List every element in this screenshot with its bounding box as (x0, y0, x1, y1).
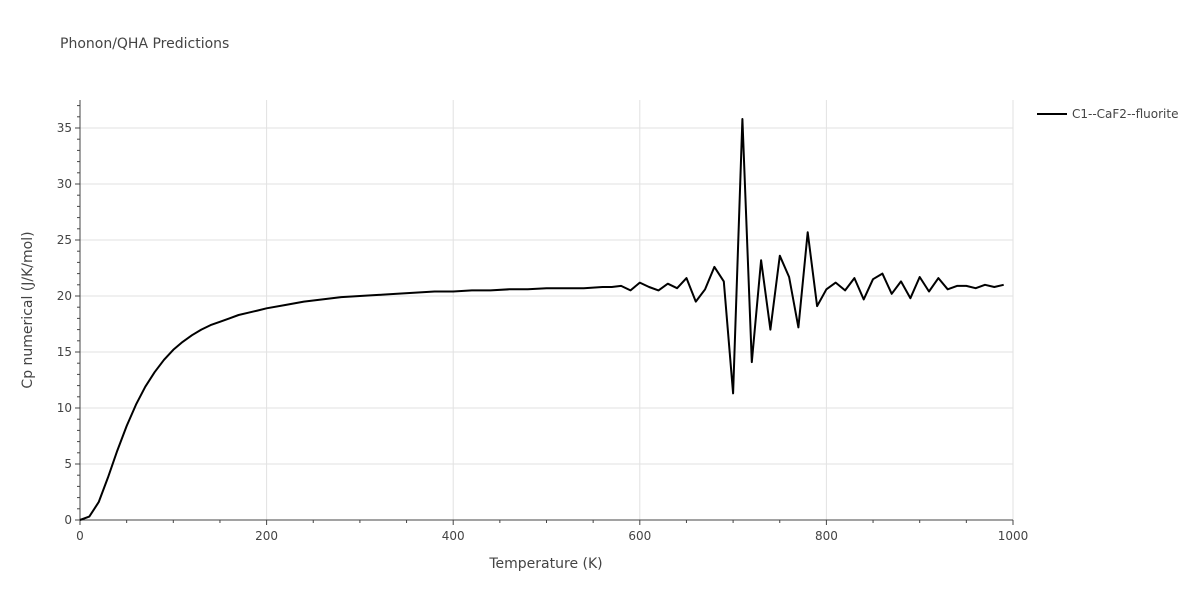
x-tick-label: 800 (815, 529, 838, 543)
y-tick-label: 30 (57, 177, 72, 191)
x-axis-label: Temperature (K) (488, 556, 602, 572)
y-tick-label: 35 (57, 121, 72, 135)
x-tick-label: 400 (442, 529, 465, 543)
series-line[interactable] (79, 118, 1004, 521)
chart-title: Phonon/QHA Predictions (60, 36, 230, 52)
x-tick-label: 200 (255, 529, 278, 543)
tick-labels: 0 200 400 600 800 1000 0 5 10 15 20 25 30 35 (57, 121, 1029, 543)
grid (80, 100, 1014, 520)
y-tick-label: 25 (57, 233, 72, 247)
y-tick-label: 15 (57, 345, 72, 359)
y-tick-label: 20 (57, 289, 72, 303)
x-tick-label: 600 (628, 529, 651, 543)
y-tick-label: 10 (57, 401, 72, 415)
axes (75, 100, 1014, 525)
series-lines (79, 118, 1004, 521)
x-tick-label: 1000 (998, 529, 1029, 543)
legend-label: C1--CaF2--fluorite (1072, 107, 1178, 121)
x-tick-label: 0 (76, 529, 84, 543)
y-tick-label: 0 (64, 513, 72, 527)
y-tick-label: 5 (64, 457, 72, 471)
y-axis-label: Cp numerical (J/K/mol) (20, 231, 36, 388)
legend[interactable]: C1--CaF2--fluorite (1037, 107, 1178, 121)
